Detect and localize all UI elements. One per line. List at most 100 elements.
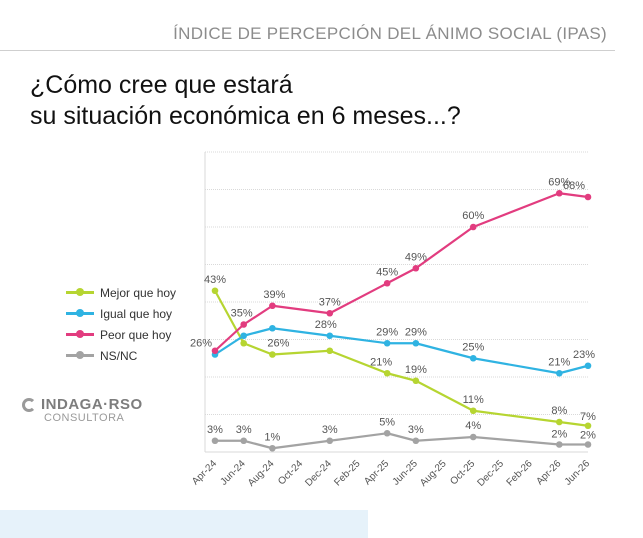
- data-point: [584, 362, 592, 370]
- data-label: 5%: [379, 416, 395, 428]
- header-title: ÍNDICE DE PERCEPCIÓN DEL ÁNIMO SOCIAL (I…: [173, 24, 607, 43]
- data-point: [211, 437, 219, 445]
- data-point: [556, 418, 563, 426]
- chart-legend: Mejor que hoy Igual que hoy Peor que hoy…: [66, 282, 176, 366]
- data-label: 2%: [551, 429, 567, 441]
- x-tick-label: Jun-24: [218, 458, 248, 488]
- data-label: 3%: [207, 424, 223, 436]
- data-point: [326, 332, 334, 340]
- series-line: [214, 290, 589, 427]
- data-point: [584, 193, 592, 201]
- data-label: 26%: [267, 338, 289, 350]
- data-point: [556, 189, 563, 197]
- data-label: 7%: [580, 411, 596, 423]
- data-label: 60%: [462, 210, 484, 222]
- data-label: 4%: [465, 420, 481, 432]
- question-line-1: ¿Cómo cree que estará: [30, 71, 293, 99]
- legend-label-nsnc: NS/NC: [100, 348, 138, 363]
- data-point: [412, 437, 420, 445]
- data-point: [383, 369, 391, 377]
- data-label: 1%: [264, 431, 280, 443]
- company-logo: INDAGA·RSO CONSULTORA: [22, 396, 143, 424]
- data-label: 2%: [580, 430, 596, 442]
- data-label: 68%: [563, 180, 585, 192]
- data-point: [326, 347, 334, 355]
- legend-label-igual: Igual que hoy: [100, 306, 173, 321]
- data-label: 45%: [376, 266, 398, 278]
- legend-swatch-nsnc: [66, 350, 94, 361]
- footer-panel: [0, 510, 368, 538]
- data-point: [269, 324, 276, 332]
- x-tick-label: Oct-24: [276, 458, 305, 487]
- logo-mark-icon: [22, 397, 36, 412]
- x-tick-label: Aug-25: [418, 458, 449, 489]
- data-label: 3%: [408, 424, 424, 436]
- data-point: [211, 287, 219, 295]
- data-point: [556, 441, 563, 448]
- legend-item-peor: Peor que hoy: [66, 324, 176, 345]
- data-label: 11%: [463, 394, 484, 406]
- x-tick-label: Oct-25: [448, 458, 477, 487]
- data-point: [240, 321, 247, 328]
- data-label: 29%: [376, 326, 398, 338]
- data-point: [326, 309, 334, 317]
- legend-label-mejor: Mejor que hoy: [100, 285, 177, 300]
- series-line: [214, 327, 589, 375]
- legend-item-mejor: Mejor que hoy: [66, 282, 176, 303]
- data-point: [584, 422, 592, 430]
- x-tick-label: Aug-24: [246, 458, 277, 489]
- data-point: [469, 433, 477, 441]
- data-label: 3%: [322, 424, 338, 436]
- legend-swatch-mejor: [66, 287, 94, 298]
- data-point: [240, 332, 247, 340]
- logo-subtitle: CONSULTORA: [44, 412, 125, 424]
- logo-name: INDAGA·RSO: [41, 396, 143, 413]
- data-point: [584, 441, 592, 448]
- x-tick-label: Feb-26: [505, 458, 535, 488]
- legend-swatch-igual: [66, 308, 94, 319]
- x-tick-label: Dec-24: [303, 458, 334, 489]
- x-tick-label: Apr-26: [534, 458, 563, 487]
- x-tick-label: Apr-24: [190, 458, 219, 487]
- data-label: 3%: [236, 424, 252, 436]
- data-label: 43%: [204, 274, 226, 286]
- data-point: [412, 339, 420, 347]
- legend-swatch-peor: [66, 329, 94, 340]
- data-label: 49%: [405, 251, 427, 263]
- question-line-2: su situación económica en 6 meses...?: [30, 102, 461, 130]
- data-label: 8%: [551, 405, 567, 417]
- data-point: [412, 264, 420, 272]
- legend-label-peor: Peor que hoy: [100, 327, 172, 342]
- data-point: [383, 429, 391, 437]
- data-point: [269, 302, 276, 310]
- data-label: 23%: [573, 349, 595, 361]
- data-label: 35%: [231, 308, 253, 320]
- data-label: 26%: [190, 338, 212, 350]
- chart-question: ¿Cómo cree que estará su situación econó…: [30, 70, 461, 132]
- data-point: [383, 339, 391, 347]
- data-point: [269, 351, 276, 358]
- x-tick-label: Jun-25: [391, 458, 421, 488]
- data-point: [469, 407, 477, 415]
- data-point: [240, 339, 247, 347]
- data-point: [469, 223, 477, 231]
- data-point: [469, 354, 477, 362]
- data-point: [211, 347, 219, 355]
- x-tick-label: Jun-26: [563, 458, 593, 488]
- data-point: [326, 437, 334, 445]
- data-label: 21%: [548, 356, 570, 368]
- data-point: [412, 377, 420, 385]
- data-point: [240, 437, 247, 445]
- data-label: 28%: [315, 319, 337, 331]
- data-label: 37%: [319, 296, 341, 308]
- data-label: 19%: [405, 364, 427, 376]
- data-point: [383, 279, 391, 287]
- data-label: 29%: [405, 326, 427, 338]
- data-point: [269, 444, 276, 452]
- data-point: [556, 369, 563, 377]
- x-tick-label: Dec-25: [475, 458, 506, 489]
- header-divider: [0, 50, 615, 51]
- data-label: 25%: [462, 341, 484, 353]
- data-label: 69%: [548, 176, 570, 188]
